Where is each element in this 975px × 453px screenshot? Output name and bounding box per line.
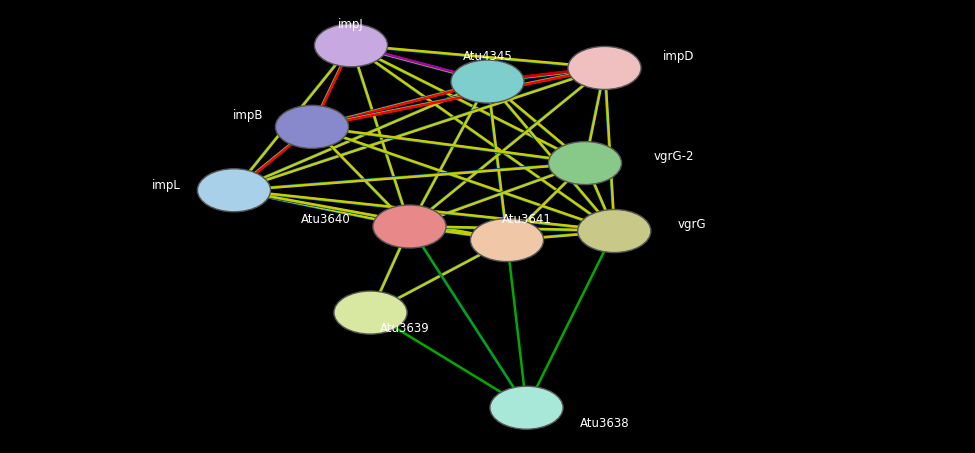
- Ellipse shape: [372, 205, 447, 248]
- Ellipse shape: [197, 169, 271, 212]
- Ellipse shape: [567, 47, 642, 89]
- Text: impB: impB: [233, 109, 263, 122]
- Ellipse shape: [470, 218, 544, 262]
- Ellipse shape: [314, 24, 388, 67]
- Ellipse shape: [489, 386, 564, 429]
- Text: vgrG: vgrG: [678, 218, 706, 231]
- Text: Atu4345: Atu4345: [462, 50, 513, 63]
- Text: vgrG-2: vgrG-2: [653, 150, 694, 163]
- Ellipse shape: [577, 209, 651, 253]
- Text: impD: impD: [663, 50, 694, 63]
- Text: impL: impL: [151, 179, 180, 192]
- Text: Atu3639: Atu3639: [380, 322, 430, 335]
- Ellipse shape: [548, 141, 622, 185]
- Text: Atu3638: Atu3638: [580, 417, 630, 430]
- Text: impJ: impJ: [338, 19, 364, 31]
- Ellipse shape: [450, 60, 525, 103]
- Ellipse shape: [275, 106, 349, 149]
- Text: Atu3641: Atu3641: [502, 213, 552, 226]
- Ellipse shape: [333, 291, 408, 334]
- Text: Atu3640: Atu3640: [301, 213, 351, 226]
